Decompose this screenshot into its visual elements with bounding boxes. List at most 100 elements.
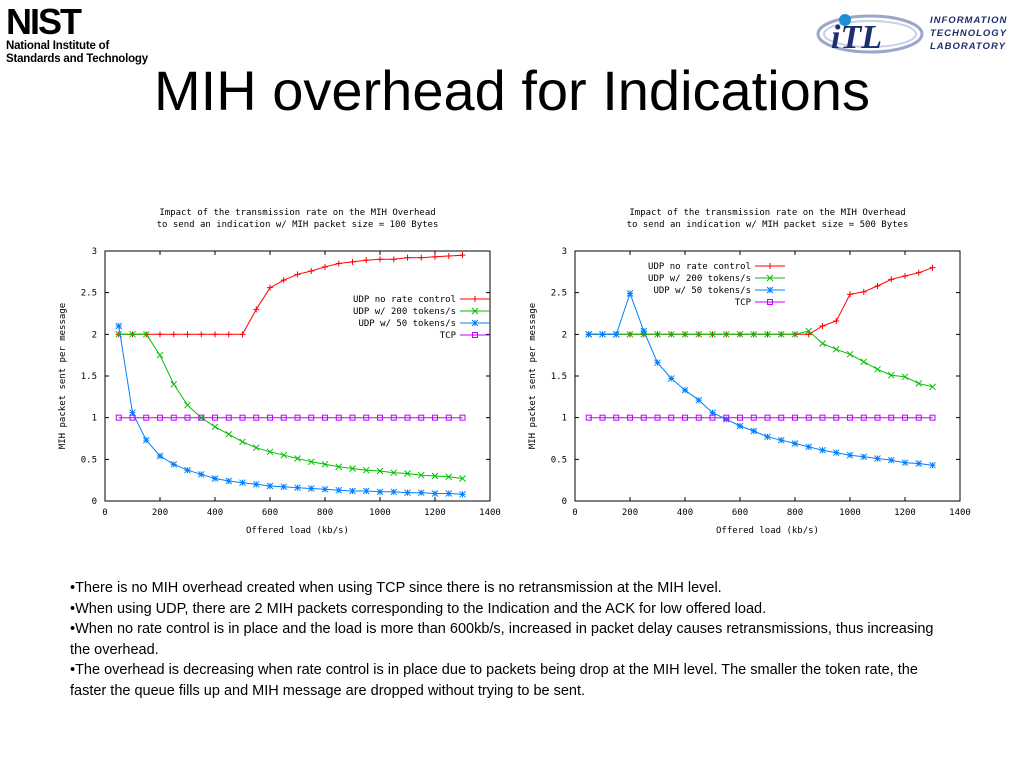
data-point [640,414,647,421]
data-point [668,414,675,421]
data-point [654,359,661,367]
data-point [736,330,744,338]
note-bullet-2: •When using UDP, there are 2 MIH packets… [70,600,767,617]
data-point [860,414,867,421]
data-point [847,291,853,298]
x-tick-label: 600 [262,508,278,518]
legend-label: UDP w/ 200 tokens/s [353,307,456,317]
notes-text: •There is no MIH overhead created when u… [70,578,950,701]
data-point [613,414,620,421]
data-point [722,330,730,338]
legend-label: TCP [440,331,457,341]
data-point [239,414,246,421]
chart-packet-size-100: Impact of the transmission rate on the M… [58,208,501,536]
data-point [874,283,881,289]
data-point [225,430,233,438]
data-point [750,330,758,338]
data-point [874,414,881,421]
y-tick-label: 2.5 [551,289,567,299]
data-point [887,371,895,379]
data-point [860,453,868,461]
series-line [118,325,463,495]
data-point [335,463,343,471]
data-point [417,471,425,479]
data-point [929,383,936,391]
data-point [819,340,826,347]
data-point [915,269,922,276]
data-point [445,414,452,421]
legend-marker [472,332,478,338]
x-tick-label: 400 [677,508,693,518]
data-point [459,414,466,421]
data-point [599,330,606,338]
data-point [142,436,150,444]
x-tick-label: 1000 [839,508,861,518]
data-point [929,264,936,271]
data-point [225,414,232,421]
data-point [211,475,219,482]
legend-marker [767,263,773,269]
data-point [294,484,301,492]
legend-marker [766,286,774,294]
data-point [349,258,356,265]
legend-marker [766,274,774,282]
data-point [902,414,908,421]
data-point [778,414,785,421]
x-tick-label: 1400 [479,508,501,518]
y-tick-label: 3 [92,247,97,257]
data-point [390,414,397,421]
nist-logo-line2: Standards and Technology [6,53,148,65]
legend-label: UDP w/ 200 tokens/s [648,274,751,284]
data-point [860,288,867,295]
data-point [239,438,246,446]
x-tick-label: 0 [572,508,577,518]
data-point [335,260,342,267]
data-point [335,414,342,421]
data-point [322,414,328,421]
data-point [888,276,895,283]
data-point [170,414,177,421]
x-tick-label: 1400 [949,508,971,518]
svg-text:NIST: NIST [6,4,82,38]
data-point [266,482,274,490]
data-point [129,330,136,338]
data-point [362,487,370,495]
data-point [833,414,840,421]
y-tick-label: 0.5 [81,455,97,465]
note-bullet-4: •The overhead is decreasing when rate co… [70,662,918,699]
data-point [459,252,466,259]
data-point [599,414,606,421]
nist-logo: NIST National Institute of Standards and… [4,4,164,66]
data-point [349,487,356,495]
series-4 [585,414,936,421]
legend-label: UDP w/ 50 tokens/s [358,319,456,329]
data-point [212,414,218,421]
data-point [349,414,356,421]
data-point [832,449,840,457]
data-point [198,414,205,421]
y-tick-label: 1 [562,414,567,424]
chart-title-line2: to send an indication w/ MIH packet size… [627,220,909,230]
data-point [280,414,287,421]
data-point [349,465,356,472]
data-point [376,488,384,496]
data-point [404,489,411,497]
data-point [239,331,246,338]
data-point [902,273,908,279]
data-point [736,422,744,430]
y-tick-label: 2.5 [81,289,97,299]
data-point [709,409,716,417]
x-tick-label: 0 [102,508,107,518]
series-line [588,330,933,388]
data-point [888,414,895,421]
series-line [588,291,933,466]
x-tick-label: 400 [207,508,223,518]
data-point [404,470,411,477]
y-tick-label: 0 [562,497,567,507]
data-point [225,331,232,338]
data-point [654,330,661,338]
data-point [929,414,936,421]
data-point [929,461,936,469]
data-point [377,414,383,421]
legend-marker [767,299,773,305]
